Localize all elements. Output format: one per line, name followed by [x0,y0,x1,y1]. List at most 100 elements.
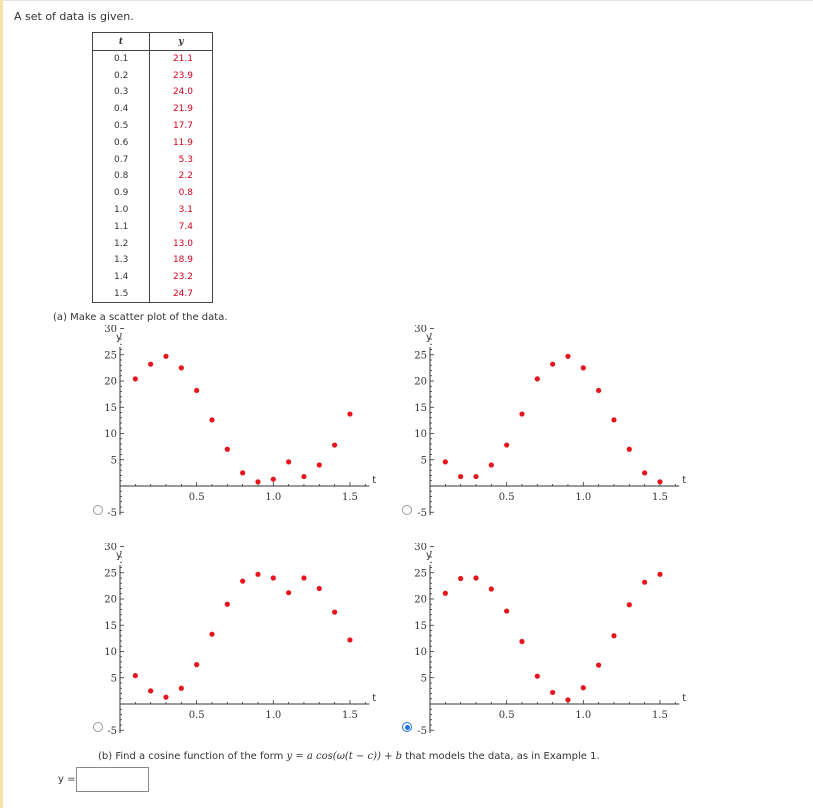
data-point [194,662,200,668]
data-point [286,459,292,465]
table-cell-t: 0.8 [92,168,150,185]
table-cell-t: 0.6 [92,134,150,152]
data-point [657,479,663,485]
data-point [316,585,322,592]
data-point [596,387,602,394]
table-cell-y: 23.2 [149,268,213,286]
x-tick-label: 1.0 [265,492,281,503]
data-point [550,361,556,367]
table-row: 0.4 21.9 [92,100,213,118]
data-point [596,662,602,668]
data-point [240,578,246,584]
data-point [301,473,307,480]
y-tick-label: 15 [414,621,427,632]
y-tick-label: 20 [104,595,117,606]
part-b-prefix: (b) Find a cosine function of the form [98,751,287,762]
data-point [270,575,276,581]
table-cell-t: 0.4 [92,100,150,118]
data-point [442,459,448,465]
table-cell-t: 1.2 [92,235,150,253]
y-tick-label: 5 [421,673,427,684]
table-cell-y: 2.2 [149,168,213,185]
data-point [611,633,617,639]
table-cell-t: 1.5 [92,285,150,303]
part-b-suffix: that models the data, as in Example 1. [402,751,600,762]
radio-option-d[interactable] [402,722,412,732]
table-cell-y: 18.9 [149,252,213,269]
data-point [519,638,525,645]
data-point [488,586,494,592]
y-tick-label: 30 [104,325,117,335]
table-cell-y: 3.1 [149,201,213,219]
data-point [519,411,525,417]
y-axis-label: y [426,332,432,343]
data-point [255,571,261,577]
table-row: 0.7 5.3 [92,151,213,169]
y-tick-label: 10 [414,429,427,440]
data-point [178,365,184,371]
y-tick-label: 5 [111,455,117,466]
data-point [163,694,169,700]
y-tick-label: 20 [104,377,117,388]
data-point [473,473,479,480]
y-tick-label: 5 [421,455,427,466]
table-row: 0.8 2.2 [92,168,213,185]
data-point [565,697,571,703]
x-tick-label: 1.5 [652,492,668,503]
data-point [148,688,154,694]
table-cell-y: 24.7 [149,285,213,303]
table-row: 1.5 24.7 [92,285,213,303]
y-tick-label: 10 [414,647,427,658]
y-tick-label: -5 [107,508,117,519]
table-cell-y: 17.7 [149,117,213,135]
y-axis-label: y [426,550,432,561]
y-tick-label: 10 [104,429,117,440]
y-tick-label: 20 [414,595,427,606]
data-point [550,689,556,696]
y-tick-label: 25 [104,350,117,361]
answer-label: y = [58,774,76,785]
y-tick-label: 20 [414,377,427,388]
data-point [270,476,276,482]
y-tick-label: 30 [104,543,117,553]
data-point [224,446,230,452]
y-tick-label: 10 [104,647,117,658]
table-cell-y: 11.9 [149,134,213,152]
x-tick-label: 0.5 [189,492,205,503]
data-point [209,417,215,423]
data-point [240,470,246,476]
table-header-y: y [149,32,213,51]
x-axis-label: t [372,693,376,704]
data-point [565,353,571,359]
x-tick-label: 1.5 [652,710,668,721]
x-tick-label: 1.0 [575,710,591,721]
data-point [504,608,510,614]
data-table: t y 0.1 21.1 0.2 23.9 0.3 24.0 0.4 21.9 0.5 17.7 0… [92,32,213,303]
y-tick-label: -5 [417,508,427,519]
x-axis-label: t [682,475,686,486]
y-tick-label: 15 [414,403,427,414]
y-tick-label: -5 [107,726,117,737]
table-row: 0.6 11.9 [92,134,213,152]
scatter-plot-option-a: y t -5 5 10 15 20 25 30 0.5 1.0 1.5 [104,325,376,519]
part-a-prompt: (a) Make a scatter plot of the data. [53,312,228,323]
table-cell-t: 1.4 [92,268,150,286]
table-cell-y: 21.9 [149,100,213,118]
radio-option-b[interactable] [402,505,412,515]
table-row: 1.3 18.9 [92,252,213,269]
data-point [194,387,200,394]
data-point [580,365,586,371]
y-axis-label: y [116,332,122,343]
y-tick-label: 15 [104,621,117,632]
data-point [132,673,138,679]
radio-option-c[interactable] [93,722,103,732]
table-cell-y: 24.0 [149,84,213,101]
data-point [255,479,261,485]
table-row: 1.0 3.1 [92,201,213,219]
table-cell-t: 0.2 [92,67,150,85]
radio-option-a[interactable] [93,505,103,515]
data-point [626,446,632,452]
data-point [442,590,448,596]
answer-input[interactable] [76,767,149,792]
x-tick-label: 1.0 [265,710,281,721]
